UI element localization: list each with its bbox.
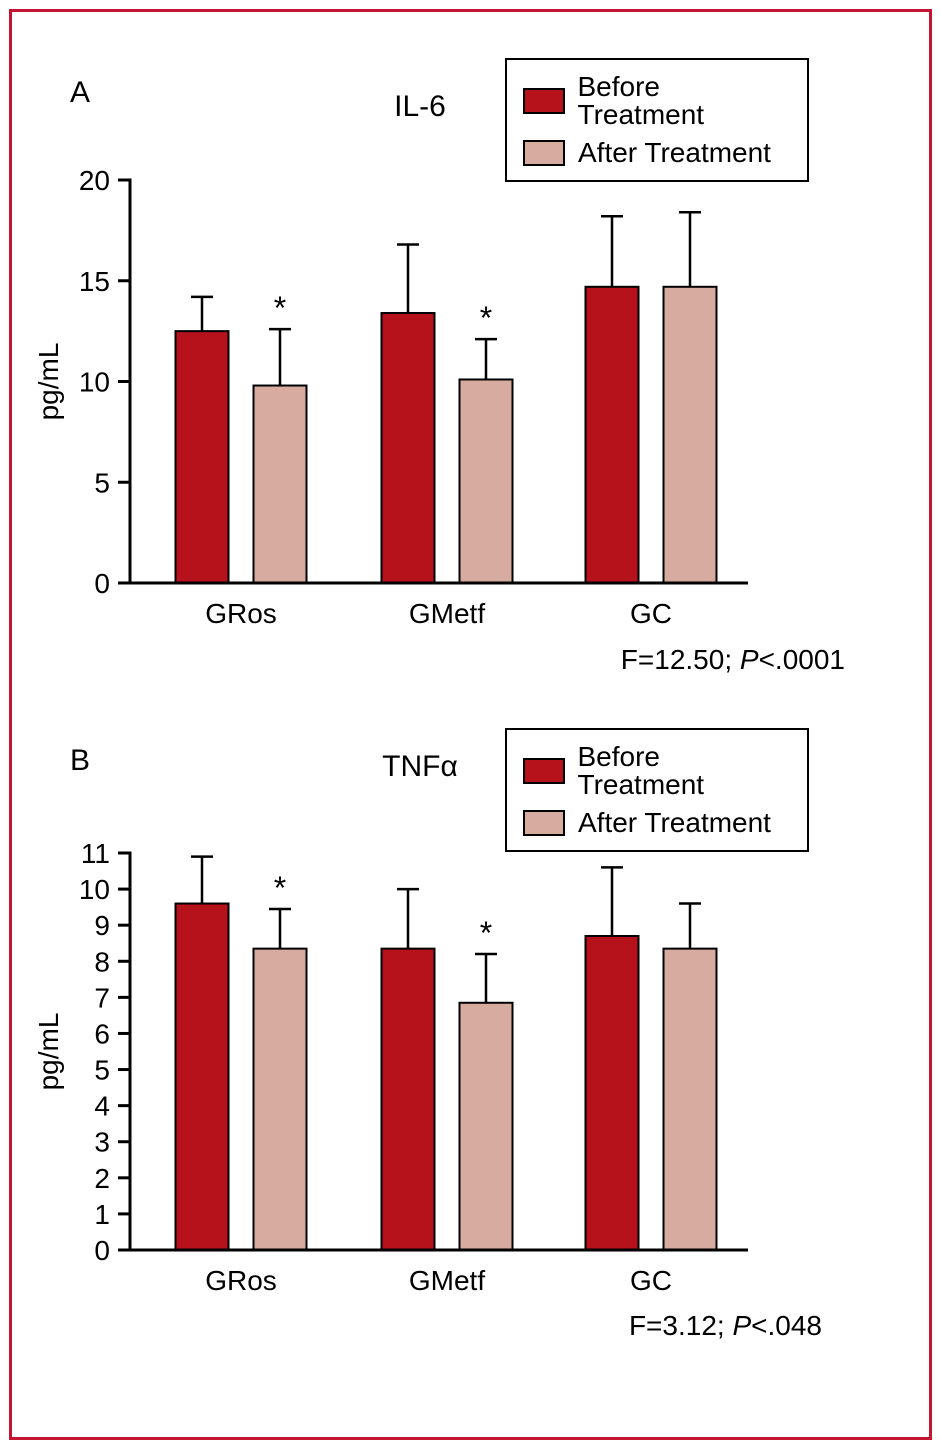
bar-before-treatment-gros (174, 330, 230, 584)
y-tick-label: 4 (94, 1091, 110, 1122)
panel-b-title: TNFα (382, 750, 458, 783)
legend-label-after-treatment: After Treatment (578, 137, 771, 168)
x-category-label: GRos (205, 598, 277, 629)
legend-label-after-treatment: After Treatment (578, 807, 771, 838)
chart-panel-a: * * 0 5 10 15 20 GRos GMetf GC pg/mL (33, 165, 748, 629)
error-bar (475, 952, 497, 1003)
significance-asterisk: * (274, 290, 286, 326)
significance-asterisk: * (480, 915, 492, 951)
bar-after-treatment-gros (252, 947, 308, 1252)
bar-after-treatment-gros (252, 384, 308, 584)
panel-a-title: IL-6 (394, 90, 446, 123)
significance-asterisk: * (480, 300, 492, 336)
error-bar (475, 337, 497, 380)
x-category-label: GC (630, 1265, 672, 1296)
y-tick-label: 0 (94, 568, 110, 599)
y-tick-label: 8 (94, 946, 110, 977)
y-axis-label: pg/mL (33, 343, 64, 421)
bar-before-treatment-gmetf (380, 947, 436, 1252)
y-tick-label: 5 (94, 1055, 110, 1086)
y-tick-label: 15 (79, 266, 110, 297)
legend-item-before-treatment: Before Treatment (523, 743, 791, 799)
y-tick-label: 3 (94, 1127, 110, 1158)
bar-after-treatment-gmetf (458, 1001, 514, 1251)
y-tick-label: 9 (94, 910, 110, 941)
y-tick-label: 5 (94, 467, 110, 498)
stat-a-p: P (739, 644, 759, 675)
legend-label-before-treatment: Before Treatment (577, 71, 705, 130)
y-tick-label: 20 (79, 165, 110, 196)
error-bar (191, 295, 213, 332)
legend-item-after-treatment: After Treatment (523, 809, 791, 837)
before-treatment-swatch (523, 88, 565, 114)
bar-after-treatment-gc (662, 285, 718, 584)
error-bar (269, 907, 291, 949)
chart-panel-b: * * 0 1 2 3 4 5 6 7 8 9 10 11 GRos GMetf GC pg/mL (33, 838, 748, 1296)
y-tick-label: 6 (94, 1018, 110, 1049)
error-bar (397, 887, 419, 949)
legend-b: Before Treatment After Treatment (505, 728, 809, 852)
x-category-label: GMetf (409, 598, 485, 629)
before-treatment-swatch (523, 758, 565, 784)
y-tick-label: 1 (94, 1199, 110, 1230)
error-bar (191, 855, 213, 904)
error-bar (679, 210, 701, 287)
panel-b-label: B (70, 744, 91, 777)
stat-b-suffix: <.048 (751, 1310, 822, 1341)
error-bar (397, 243, 419, 313)
stat-a-prefix: F=12.50; (620, 644, 740, 675)
bar-after-treatment-gc (662, 947, 718, 1252)
legend-a: Before Treatment After Treatment (505, 58, 809, 182)
stat-b-prefix: F=3.12; (628, 1310, 733, 1341)
after-treatment-swatch (523, 810, 565, 836)
x-category-label: GMetf (409, 1265, 485, 1296)
bar-before-treatment-gmetf (380, 311, 436, 585)
error-bar (269, 327, 291, 386)
after-treatment-swatch (523, 140, 565, 166)
legend-label-before-treatment: Before Treatment (577, 741, 705, 800)
bar-after-treatment-gmetf (458, 378, 514, 584)
y-axis-label: pg/mL (33, 1013, 64, 1091)
y-tick-label: 11 (81, 838, 110, 869)
legend-item-before-treatment: Before Treatment (523, 73, 791, 129)
stat-annotation-b: F=3.12; P<.048 (629, 1312, 822, 1340)
error-bar (679, 902, 701, 949)
error-bar (601, 866, 623, 937)
figure-border (9, 9, 932, 1440)
y-tick-label: 10 (79, 367, 110, 398)
y-tick-label: 7 (94, 982, 110, 1013)
legend-item-after-treatment: After Treatment (523, 139, 791, 167)
x-category-label: GRos (205, 1265, 277, 1296)
stat-annotation-a: F=12.50; P<.0001 (621, 646, 845, 674)
bar-before-treatment-gc (584, 285, 640, 584)
significance-asterisk: * (274, 870, 286, 906)
y-tick-label: 10 (79, 874, 110, 905)
error-bar (601, 215, 623, 287)
bar-before-treatment-gc (584, 935, 640, 1251)
panel-a-label: A (70, 76, 91, 109)
stat-a-suffix: <.0001 (758, 644, 845, 675)
y-tick-label: 2 (94, 1163, 110, 1194)
y-tick-label: 0 (94, 1235, 110, 1266)
x-category-label: GC (630, 598, 672, 629)
stat-b-p: P (732, 1310, 752, 1341)
bar-before-treatment-gros (174, 902, 230, 1251)
